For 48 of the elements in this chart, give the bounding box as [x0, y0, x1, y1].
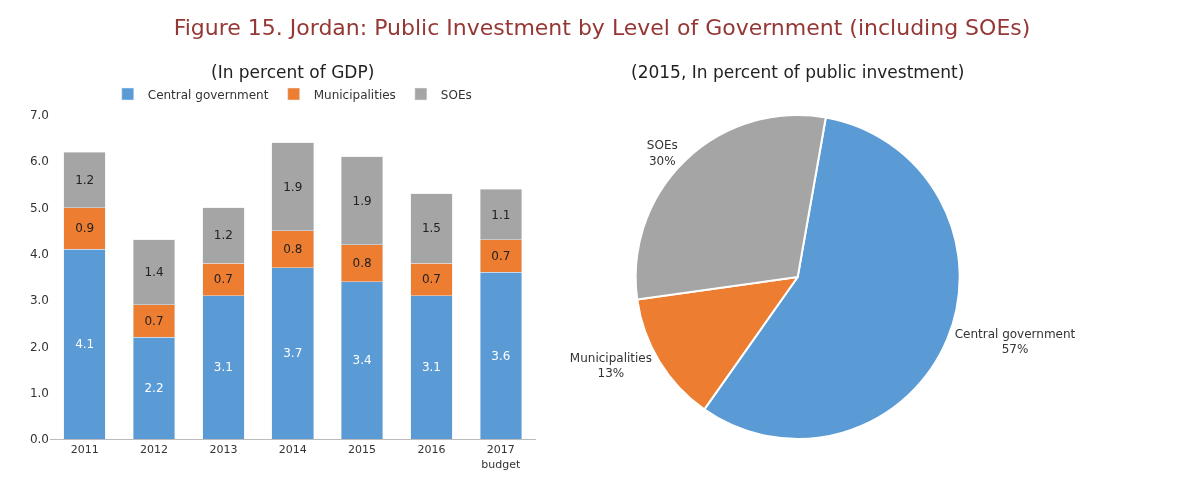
- data-label: 2.2: [144, 381, 164, 396]
- x-tick-label: 2011: [70, 443, 99, 457]
- data-label: 1.5: [421, 221, 442, 236]
- data-label: 0.7: [144, 313, 164, 328]
- data-label: 0.7: [213, 272, 233, 287]
- data-label: 57%: [1001, 342, 1029, 357]
- y-tick-label: 6.0: [29, 154, 49, 169]
- data-label: 1.9: [283, 179, 303, 194]
- data-label: 3.1: [421, 360, 442, 375]
- y-tick-label: 7.0: [29, 108, 49, 123]
- data-label: 3.7: [283, 346, 303, 361]
- x-tick-label: 2013: [209, 443, 238, 457]
- data-label: 0.7: [421, 272, 442, 287]
- data-label: 1.9: [352, 193, 372, 208]
- x-tick-label: 2015: [348, 443, 377, 457]
- y-tick-label: 2.0: [29, 339, 49, 354]
- slice-label: SOEs: [646, 138, 678, 153]
- data-label: 1.2: [213, 228, 233, 243]
- y-tick-label: 1.0: [29, 385, 49, 400]
- legend-label: Central government: [147, 87, 269, 102]
- data-label: 0.8: [283, 242, 303, 257]
- data-label: 1.1: [491, 207, 511, 222]
- data-label: 30%: [648, 153, 676, 168]
- data-label: 3.6: [491, 348, 511, 363]
- y-tick-label: 0.0: [29, 432, 49, 447]
- data-label: 4.1: [75, 337, 95, 352]
- x-tick-label: 2016: [417, 443, 446, 457]
- data-label: 3.1: [213, 360, 233, 375]
- x-tick-label: 2017 budget: [481, 443, 522, 471]
- legend-label: SOEs: [440, 87, 472, 102]
- y-tick-label: 5.0: [29, 200, 49, 215]
- data-label: 0.9: [75, 221, 95, 236]
- x-tick-label: 2012: [140, 443, 169, 457]
- text: Figure 15. Jordan: Public Investment by Level of Government (including SOEs): [173, 14, 1031, 40]
- legend-label: Municipalities: [313, 87, 396, 102]
- chart-subtitle: (In percent of GDP): [211, 62, 375, 82]
- chart-subtitle: (2015, In percent of public investment): [631, 62, 965, 82]
- slice-label: Municipalities: [569, 350, 652, 365]
- data-label: 0.8: [352, 256, 372, 271]
- data-label: 1.2: [75, 172, 95, 187]
- data-label: 0.7: [491, 249, 511, 264]
- y-tick-label: 3.0: [29, 293, 49, 308]
- data-label: 13%: [597, 366, 625, 381]
- data-label: 3.4: [352, 353, 372, 368]
- data-label: 1.4: [144, 265, 164, 280]
- y-tick-label: 4.0: [29, 247, 49, 262]
- slice-label: Central government: [954, 326, 1076, 341]
- x-tick-label: 2014: [278, 443, 307, 457]
